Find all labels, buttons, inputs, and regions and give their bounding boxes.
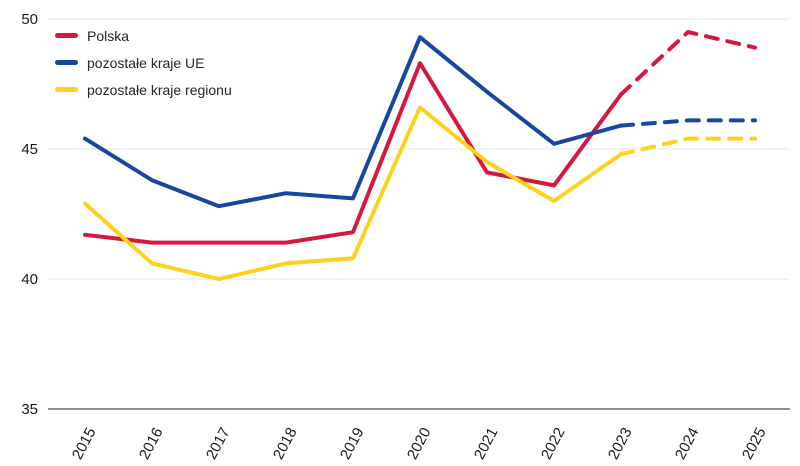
legend-swatch-polska [55, 33, 78, 38]
series-line-solid-1 [83, 35, 623, 209]
legend-label-pozostale-kraje-ue: pozostałe kraje UE [87, 54, 205, 71]
series-line-forecast-2 [619, 136, 757, 157]
x-tick-label-2015: 2015 [69, 425, 100, 462]
x-tick-label-2023: 2023 [605, 425, 636, 462]
y-tick-label-50: 50 [21, 11, 38, 28]
y-tick-label-40: 40 [21, 271, 38, 288]
x-tick-label-2020: 2020 [404, 425, 435, 462]
legend-swatch-pozostale-kraje-regionu [55, 87, 78, 92]
series-line-solid-0 [83, 61, 623, 245]
legend-label-pozostale-kraje-regionu: pozostałe kraje regionu [87, 81, 232, 98]
x-tick-label-2016: 2016 [136, 425, 167, 462]
legend-item-pozostale-kraje-regionu: pozostałe kraje regionu [55, 76, 232, 103]
chart-legend: Polska pozostałe kraje UE pozostałe kraj… [55, 22, 232, 103]
y-tick-label-35: 35 [21, 401, 38, 418]
legend-item-polska: Polska [55, 22, 232, 49]
x-tick-label-2021: 2021 [471, 425, 502, 462]
x-tick-label-2017: 2017 [203, 425, 234, 462]
series-line-forecast-0 [619, 30, 757, 97]
x-tick-label-2024: 2024 [672, 425, 703, 462]
x-tick-label-2018: 2018 [270, 425, 301, 462]
y-tick-label-45: 45 [21, 141, 38, 158]
legend-swatch-pozostale-kraje-ue [55, 60, 78, 65]
series-line-solid-2 [83, 105, 623, 281]
legend-label-polska: Polska [87, 27, 130, 44]
legend-item-pozostale-kraje-ue: pozostałe kraje UE [55, 49, 232, 76]
x-tick-label-2025: 2025 [739, 425, 770, 462]
x-tick-label-2022: 2022 [538, 425, 569, 462]
x-tick-label-2019: 2019 [337, 425, 368, 462]
series-line-forecast-1 [619, 118, 757, 128]
